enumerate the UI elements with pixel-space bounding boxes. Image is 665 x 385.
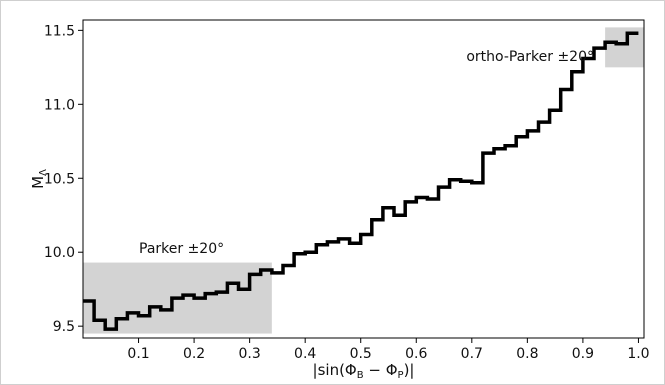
x-axis-label: |sin(ΦB − ΦP)| [313,361,415,381]
plot-area-border [82,19,645,339]
x-tick-label-3: 0.4 [294,346,316,362]
x-tick-label-8: 0.9 [572,346,594,362]
x-tick-label-1: 0.2 [183,346,205,362]
annotation-parker: Parker ±20° [139,241,224,257]
x-tick-label-4: 0.5 [350,346,372,362]
y-tick-label-2: 10.5 [44,171,75,187]
y-tick-label-0: 9.5 [53,319,75,335]
series-step-line [83,31,639,331]
x-tick-label-6: 0.7 [461,346,483,362]
x-tick-label-9: 1.0 [627,346,649,362]
x-tick-label-7: 0.8 [516,346,538,362]
y-axis-label: MΛ [29,169,49,189]
y-tick-label-4: 11.5 [44,23,75,39]
x-tick-label-2: 0.3 [239,346,261,362]
x-tick-label-5: 0.6 [405,346,427,362]
y-tick-label-3: 11.0 [44,97,75,113]
x-tick-label-0: 0.1 [127,346,149,362]
y-tick-label-1: 10.0 [44,245,75,261]
annotation-ortho-parker: ortho-Parker ±20° [466,49,594,65]
